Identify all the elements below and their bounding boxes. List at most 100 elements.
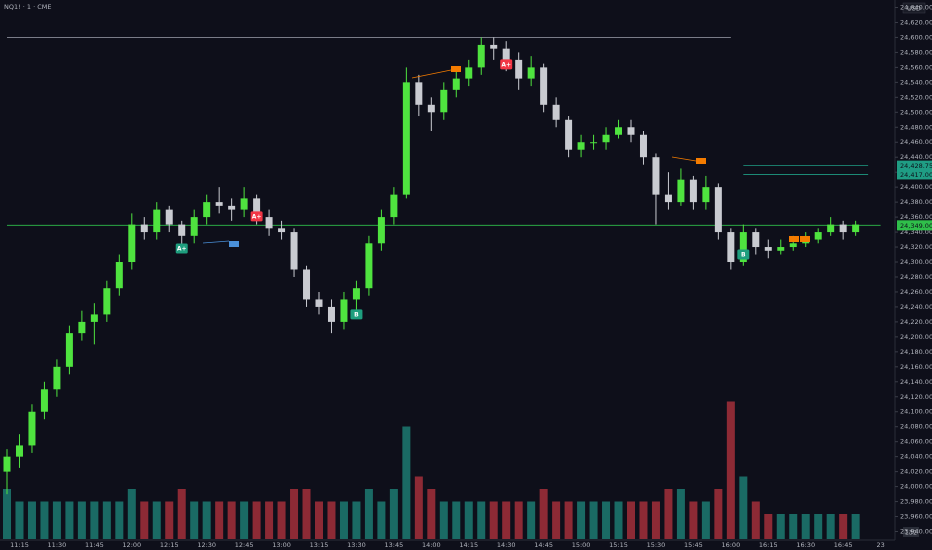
candle-body [190, 217, 198, 236]
candle-body [203, 202, 211, 218]
candle-body [215, 202, 223, 206]
x-tick-label: 13:30 [347, 541, 366, 549]
x-tick-label: 15:30 [647, 541, 666, 549]
volume-bar [564, 501, 573, 539]
y-tick-label: 24,620.00 [900, 18, 932, 26]
candle-body [140, 224, 148, 233]
candle-body [40, 389, 48, 412]
volume-bar [290, 489, 299, 539]
volume-bar [651, 501, 660, 539]
volume-bar [664, 489, 673, 539]
volume-bar [776, 514, 785, 539]
candle-body [153, 209, 161, 233]
volume-bar [814, 514, 823, 539]
signal-label: B [741, 252, 746, 259]
candle-body [128, 224, 136, 263]
signal-label: B [354, 311, 359, 318]
candle-body [789, 243, 797, 248]
volume-bar [102, 501, 111, 539]
volume-label: 132 [905, 529, 917, 537]
volume-bar [627, 501, 635, 539]
candle-body [727, 232, 735, 263]
signal-line [411, 69, 452, 79]
candle-body [714, 187, 722, 233]
x-tick-label: 13:00 [272, 541, 291, 549]
candle-body [827, 224, 835, 233]
y-tick-label: 23,960.00 [900, 513, 932, 521]
candle-body [377, 217, 385, 244]
signal-line [671, 156, 697, 162]
volume-bar [15, 501, 24, 539]
y-tick-label: 24,140.00 [900, 378, 932, 386]
y-tick-label: 24,560.00 [900, 63, 932, 71]
volume-bar [464, 501, 473, 539]
candle-body [677, 179, 685, 203]
volume-bar [152, 501, 161, 539]
volume-bar [302, 489, 311, 539]
y-tick-label: 24,000.00 [900, 483, 932, 491]
y-tick-label: 24,540.00 [900, 78, 932, 86]
volume-bar [202, 501, 211, 539]
volume-bar [789, 514, 798, 539]
volume-bar [614, 501, 623, 539]
y-tick-label: 24,100.00 [900, 408, 932, 416]
y-tick-label: 24,180.00 [900, 348, 932, 356]
signal-tag [789, 236, 799, 242]
x-tick-label: 15:45 [684, 541, 703, 549]
candle-body [78, 321, 86, 334]
volume-bar [602, 501, 611, 539]
volume-bar [65, 501, 74, 539]
x-tick-label: 14:45 [534, 541, 553, 549]
candle-body [615, 127, 623, 135]
volume-bar [514, 501, 523, 539]
volume-bar [265, 501, 274, 539]
volume-bar [676, 489, 685, 539]
currency-box [902, 2, 926, 14]
volume-bar [689, 501, 698, 539]
currency: USD [907, 5, 921, 13]
plot-area [3, 37, 881, 539]
volume-label-box [903, 527, 919, 537]
candle-body [315, 299, 323, 307]
x-tick-label: 23 [876, 541, 884, 549]
candle-body [689, 179, 697, 203]
y-tick-label: 24,400.00 [900, 183, 932, 191]
candle-body [228, 205, 236, 210]
y-tick-label: 24,440.00 [900, 153, 932, 161]
signal-marker [500, 59, 513, 70]
volume-bar [489, 501, 498, 539]
x-tick-label: 12:00 [122, 541, 141, 549]
candle-body [490, 44, 498, 49]
volume-bar [227, 501, 236, 539]
volume-bar [552, 501, 561, 539]
price-label: 24,349.00 [900, 222, 932, 230]
candle-body [565, 119, 573, 150]
signal-marker [250, 211, 263, 222]
y-tick-label: 24,240.00 [900, 303, 932, 311]
volume-bar [639, 501, 648, 539]
x-tick-label: 12:30 [197, 541, 216, 549]
volume-bar [701, 501, 710, 539]
candle-body [552, 104, 560, 120]
y-tick-label: 24,340.00 [900, 228, 932, 236]
candle-body [303, 269, 311, 300]
candle-body [627, 127, 635, 135]
volume-bar [726, 401, 735, 539]
candle-body [240, 198, 248, 210]
x-tick-label: 16:00 [721, 541, 740, 549]
signal-label: A+ [177, 246, 187, 253]
y-tick-label: 24,260.00 [900, 288, 932, 296]
candle-body [90, 314, 98, 322]
volume-bar [764, 514, 773, 539]
signal-tag [800, 236, 810, 242]
volume-bar [851, 514, 860, 539]
candle-body [178, 224, 186, 236]
y-tick-label: 24,640.00 [900, 3, 932, 11]
y-tick-label: 24,040.00 [900, 453, 932, 461]
signal-tag [229, 241, 239, 247]
candle-body [814, 232, 822, 240]
signal-marker [175, 243, 188, 254]
